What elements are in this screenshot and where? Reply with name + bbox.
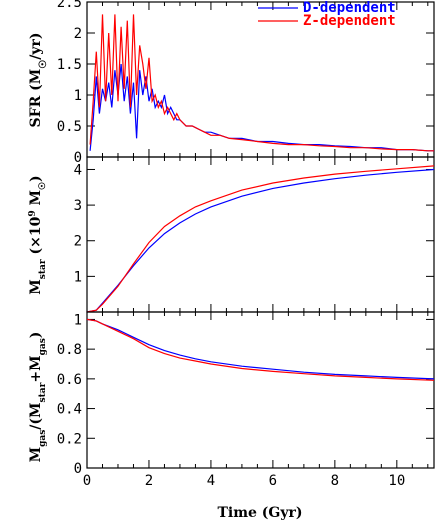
panel-3-frame (86, 311, 435, 469)
y-tick-label: 0.5 (57, 119, 82, 135)
panel-3-ylabel: Mgas/(Mstar+Mgas) (28, 332, 48, 463)
legend-label-d: D-dependent (303, 0, 396, 16)
x-tick-label: 2 (145, 473, 153, 489)
y-tick-label: 0.6 (57, 372, 82, 388)
y-tick-label: 0.2 (57, 431, 82, 447)
svg-text:Mgas/(Mstar+Mgas): Mgas/(Mstar+Mgas) (28, 332, 48, 463)
x-axis-title: Time (Gyr) (217, 505, 302, 521)
panel-2-frame (86, 156, 435, 313)
y-tick-label: 3 (74, 198, 82, 214)
y-tick-label: 1.5 (57, 57, 82, 73)
panel-2: 1 2 3 4 (74, 156, 435, 313)
x-tick-label: 8 (331, 473, 339, 489)
y-tick-label: 0.4 (57, 402, 82, 418)
series-line-d-dependent (89, 63, 434, 152)
y-tick-label: 2.5 (57, 0, 82, 11)
panel-3: 00.20.40.60.810 2 4 6 8 10 (57, 311, 435, 489)
y-tick-label: 2 (74, 26, 82, 42)
y-tick-label: 1 (74, 269, 82, 285)
svg-text:Mstar (×109 M☉): Mstar (×109 M☉) (28, 175, 48, 294)
series-line-z-dependent (89, 14, 434, 152)
series-line-d-dependent (86, 318, 435, 380)
series-line-z-dependent (86, 165, 435, 313)
x-tick-label: 4 (207, 473, 215, 489)
series-line-z-dependent (86, 318, 435, 381)
x-tick-label: 0 (83, 473, 91, 489)
y-tick-label: 0 (74, 150, 82, 166)
y-tick-label: 1 (74, 88, 82, 104)
y-tick-label: 1 (74, 312, 82, 328)
x-tick-label: 10 (388, 473, 405, 489)
panel-1-ylabel: SFR (M☉/yr) (28, 33, 49, 128)
panel-2-ylabel: Mstar (×109 M☉) (28, 175, 48, 294)
series-line-d-dependent (86, 168, 435, 313)
y-tick-label: 0.8 (57, 342, 82, 358)
y-tick-label: 0 (74, 461, 82, 477)
legend-label-z: Z-dependent (303, 13, 396, 29)
x-tick-label: 6 (269, 473, 277, 489)
y-tick-label: 2 (74, 234, 82, 250)
legend: D-dependent Z-dependent (258, 0, 396, 29)
svg-text:SFR (M☉/yr): SFR (M☉/yr) (28, 33, 49, 128)
y-tick-label: 4 (74, 162, 82, 178)
